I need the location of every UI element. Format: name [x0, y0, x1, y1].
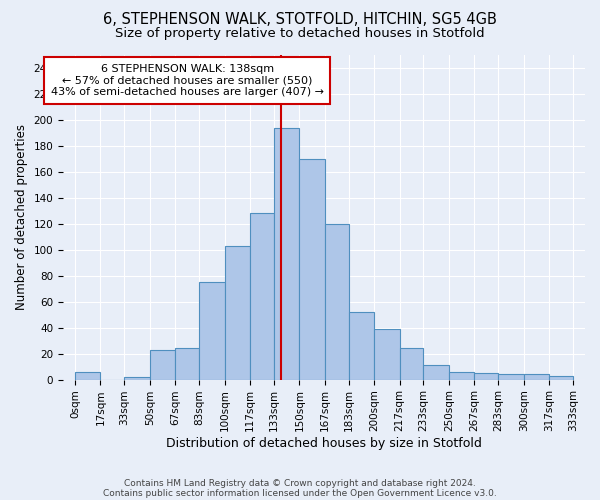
Text: Contains HM Land Registry data © Crown copyright and database right 2024.: Contains HM Land Registry data © Crown c… [124, 478, 476, 488]
Text: Contains public sector information licensed under the Open Government Licence v3: Contains public sector information licen… [103, 488, 497, 498]
Text: 6, STEPHENSON WALK, STOTFOLD, HITCHIN, SG5 4GB: 6, STEPHENSON WALK, STOTFOLD, HITCHIN, S… [103, 12, 497, 28]
Bar [199, 282, 224, 380]
Bar [224, 246, 250, 380]
Bar [325, 224, 349, 380]
Bar [475, 373, 498, 380]
Bar [75, 372, 100, 380]
Bar [299, 159, 325, 380]
Bar [150, 350, 175, 380]
Text: 6 STEPHENSON WALK: 138sqm
← 57% of detached houses are smaller (550)
43% of semi: 6 STEPHENSON WALK: 138sqm ← 57% of detac… [50, 64, 323, 98]
Bar [175, 348, 199, 380]
Bar [274, 128, 299, 380]
Bar [549, 376, 573, 380]
Bar [124, 377, 150, 380]
Bar [424, 366, 449, 380]
Bar [498, 374, 524, 380]
Bar [400, 348, 424, 380]
Bar [250, 214, 274, 380]
Bar [349, 312, 374, 380]
Bar [449, 372, 475, 380]
Bar [524, 374, 549, 380]
Y-axis label: Number of detached properties: Number of detached properties [15, 124, 28, 310]
Bar [374, 329, 400, 380]
X-axis label: Distribution of detached houses by size in Stotfold: Distribution of detached houses by size … [166, 437, 482, 450]
Text: Size of property relative to detached houses in Stotfold: Size of property relative to detached ho… [115, 28, 485, 40]
